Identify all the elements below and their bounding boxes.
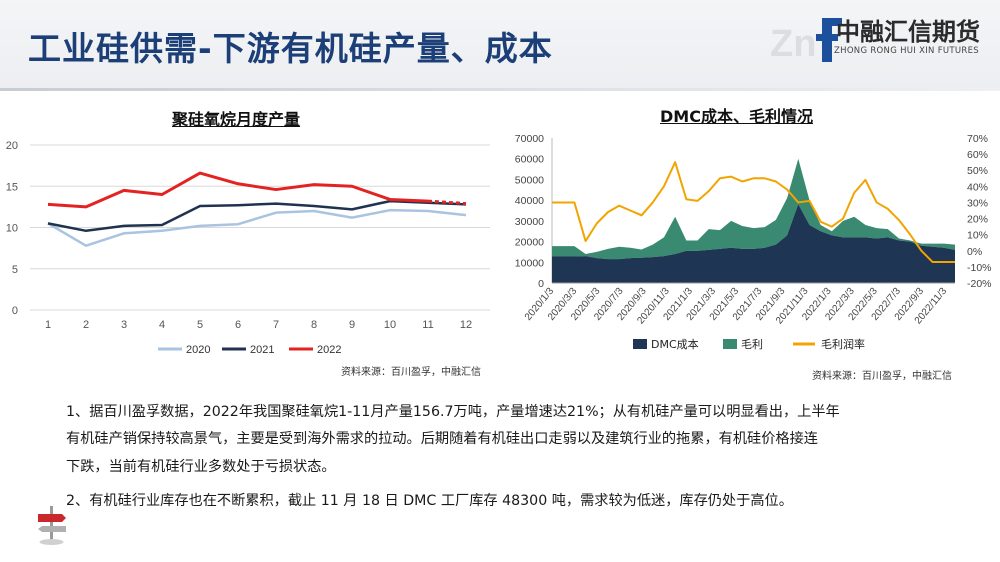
svg-text:Zn: Zn: [770, 23, 816, 65]
y-tick-label: 10: [6, 223, 18, 235]
series-area-毛利: [552, 158, 955, 260]
paragraph-1-line-3: 下跌，当前有机硅行业多数处于亏损状态。: [66, 459, 336, 475]
y2-tick-label: 30%: [967, 197, 988, 209]
y2-tick-label: 60%: [967, 149, 988, 161]
x-tick-label: 1: [45, 319, 51, 331]
logo-text-en: ZHONG RONG HUI XIN FUTURES: [834, 46, 980, 56]
dmc-cost-profit-chart: 0 10000 20000 30000 40000 50000 60000 70000 -20%…: [515, 133, 992, 351]
y-tick-label: 50000: [515, 174, 544, 186]
x-tick-label: 11: [422, 319, 433, 331]
x-tick-label: 6: [235, 319, 241, 331]
y-tick-label: 0: [12, 305, 18, 317]
y-tick-label: 15: [6, 181, 18, 193]
legend-label-毛利润率: 毛利润率: [821, 337, 865, 351]
y2-tick-label: -10%: [967, 262, 992, 274]
y2-tick-label: 70%: [967, 133, 988, 145]
chart2-title: DMC成本、毛利情况: [660, 107, 813, 126]
signpost-icon: [38, 506, 66, 545]
legend-label-DMC成本: DMC成本: [651, 337, 699, 351]
y-tick-label: 30000: [515, 216, 544, 228]
series-area-DMC成本: [552, 204, 955, 283]
y-tick-label: 20000: [515, 237, 544, 249]
company-logo-icon: Zn: [770, 18, 842, 65]
y2-tick-label: 20%: [967, 214, 988, 226]
x-tick-label: 9: [349, 319, 355, 331]
legend-label-2021: 2021: [250, 344, 274, 356]
series-line-dashed-2022: [427, 199, 467, 206]
series-line-毛利润率: [552, 161, 955, 264]
y-tick-label: 5: [12, 264, 18, 276]
x-tick-label: 3: [121, 319, 127, 331]
x-tick-label: 10: [384, 319, 396, 331]
paragraph-2: 2、有机硅行业库存也在不断累积，截止 11 月 18 日 DMC 工厂库存 48…: [66, 493, 793, 509]
y-tick-label: 70000: [515, 133, 544, 145]
x-tick-label: 8: [311, 319, 317, 331]
x-tick-label: 5: [197, 319, 203, 331]
y-tick-label: 20: [6, 140, 18, 152]
legend-label-毛利: 毛利: [741, 338, 763, 351]
header-background: [0, 0, 1000, 90]
legend-label-2022: 2022: [317, 344, 341, 356]
y-tick-label: 10000: [515, 257, 544, 269]
y2-tick-label: 10%: [967, 230, 988, 242]
logo-text-cn: 中融汇信期货: [836, 18, 980, 46]
legend-swatch-毛利: [723, 339, 737, 349]
chart2-source: 资料来源：百川盈孚，中融汇信: [812, 371, 952, 382]
x-tick-label: 7: [273, 319, 279, 331]
y-tick-label: 40000: [515, 195, 544, 207]
y2-tick-label: 0%: [967, 246, 982, 258]
page-title: 工业硅供需-下游有机硅产量、成本: [28, 29, 553, 68]
chart1-source: 资料来源：百川盈孚，中融汇信: [341, 367, 481, 378]
x-tick-label: 2: [83, 319, 89, 331]
y-tick-label: 60000: [515, 154, 544, 166]
x-tick-label: 4: [159, 319, 165, 331]
x-tick-label: 12: [460, 319, 472, 331]
series-line-2022: [47, 171, 429, 209]
y2-tick-label: 50%: [967, 165, 988, 177]
y-tick-label: 0: [538, 278, 544, 290]
paragraph-1-line-1: 1、据百川盈孚数据，2022年我国聚硅氧烷1-11月产量156.7万吨，产量增速…: [66, 404, 840, 420]
chart1-title: 聚硅氧烷月度产量: [172, 110, 301, 129]
paragraph-1-line-2: 有机硅产销保持较高景气，主要是受到海外需求的拉动。后期随着有机硅出口走弱以及建筑…: [66, 431, 818, 447]
legend-label-2020: 2020: [186, 344, 210, 356]
series-line-2021: [47, 199, 467, 233]
series-line-2020: [47, 208, 467, 247]
legend-swatch-DMC成本: [633, 339, 647, 349]
y2-tick-label: -20%: [967, 278, 992, 290]
header-divider: [0, 88, 1000, 91]
y2-tick-label: 40%: [967, 181, 988, 193]
